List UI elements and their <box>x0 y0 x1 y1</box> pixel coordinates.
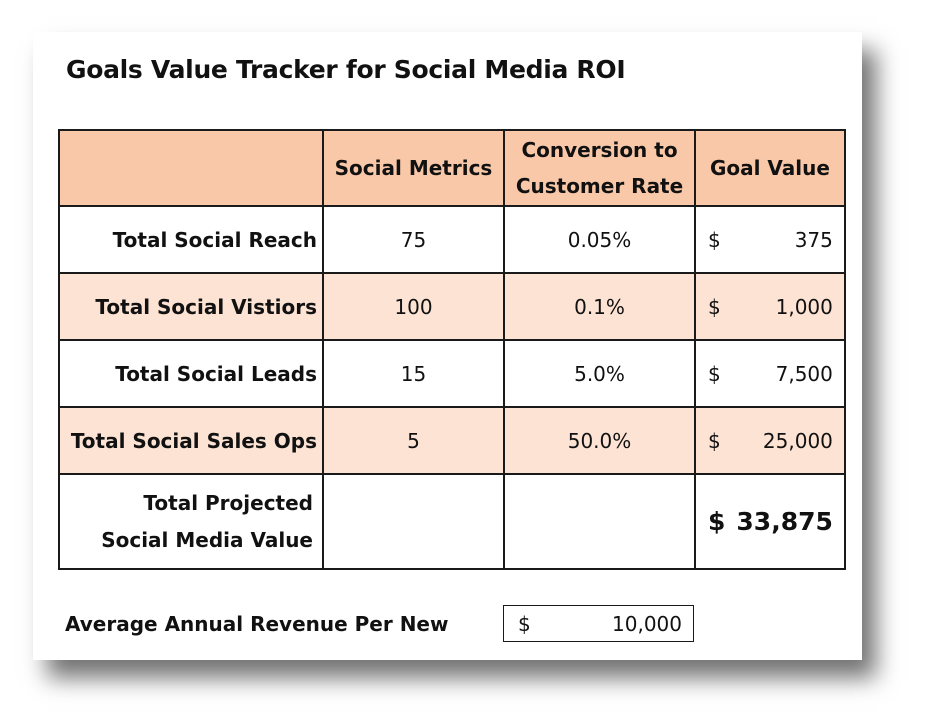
conversion-rate-cell: 0.05% <box>503 205 696 274</box>
social-metric-cell: 100 <box>322 272 505 341</box>
table-row: Total Social Reach 75 0.05% $ 375 <box>58 205 846 274</box>
total-label-line2: Social Media Value <box>101 527 313 552</box>
header-cell-conversion-rate: Conversion to Customer Rate <box>503 129 696 207</box>
header-rate-line1: Conversion to <box>521 138 678 162</box>
total-goal-amount: 33,875 <box>736 507 833 536</box>
revenue-label: Average Annual Revenue Per New <box>65 612 449 636</box>
total-metric-cell <box>322 473 505 570</box>
tracker-sheet: Goals Value Tracker for Social Media ROI… <box>33 32 862 660</box>
conversion-rate-cell: 5.0% <box>503 339 696 408</box>
conversion-rate-cell: 0.1% <box>503 272 696 341</box>
social-metric-cell: 75 <box>322 205 505 274</box>
social-metric-cell: 5 <box>322 406 505 475</box>
goal-value-cell: $ 375 <box>694 205 846 274</box>
table-row: Total Social Leads 15 5.0% $ 7,500 <box>58 339 846 408</box>
goal-amount: 25,000 <box>762 428 833 453</box>
row-label: Total Social Sales Ops <box>58 406 324 475</box>
header-cell-social-metrics: Social Metrics <box>322 129 505 207</box>
goal-value-cell: $ 25,000 <box>694 406 846 475</box>
table-row: Total Social Sales Ops 5 50.0% $ 25,000 <box>58 406 846 475</box>
total-currency-symbol: $ <box>708 507 726 536</box>
total-label-line1: Total Projected <box>143 490 313 515</box>
table-header-row: Social Metrics Conversion to Customer Ra… <box>58 129 846 207</box>
table-row: Total Social Vistiors 100 0.1% $ 1,000 <box>58 272 846 341</box>
revenue-input-cell[interactable]: $ 10,000 <box>503 605 694 642</box>
goal-amount: 1,000 <box>775 294 833 319</box>
sheet-title: Goals Value Tracker for Social Media ROI <box>66 55 626 84</box>
total-goal-value-cell: $ 33,875 <box>694 473 846 570</box>
row-label: Total Social Leads <box>58 339 324 408</box>
header-rate-line2: Customer Rate <box>515 174 684 198</box>
currency-symbol: $ <box>708 294 721 319</box>
social-metric-cell: 15 <box>322 339 505 408</box>
currency-symbol: $ <box>708 227 721 252</box>
goal-amount: 7,500 <box>775 361 833 386</box>
row-label: Total Social Reach <box>58 205 324 274</box>
revenue-currency-symbol: $ <box>518 611 531 636</box>
header-cell-label <box>58 129 324 207</box>
goal-value-cell: $ 1,000 <box>694 272 846 341</box>
goal-amount: 375 <box>794 227 833 252</box>
goals-table: Social Metrics Conversion to Customer Ra… <box>58 129 846 570</box>
total-row: Total Projected Social Media Value $ 33,… <box>58 473 846 570</box>
total-label-cell: Total Projected Social Media Value <box>58 473 324 570</box>
currency-symbol: $ <box>708 428 721 453</box>
total-rate-cell <box>503 473 696 570</box>
goal-value-cell: $ 7,500 <box>694 339 846 408</box>
conversion-rate-cell: 50.0% <box>503 406 696 475</box>
revenue-amount: 10,000 <box>612 611 682 636</box>
header-cell-goal-value: Goal Value <box>694 129 846 207</box>
row-label: Total Social Vistiors <box>58 272 324 341</box>
currency-symbol: $ <box>708 361 721 386</box>
